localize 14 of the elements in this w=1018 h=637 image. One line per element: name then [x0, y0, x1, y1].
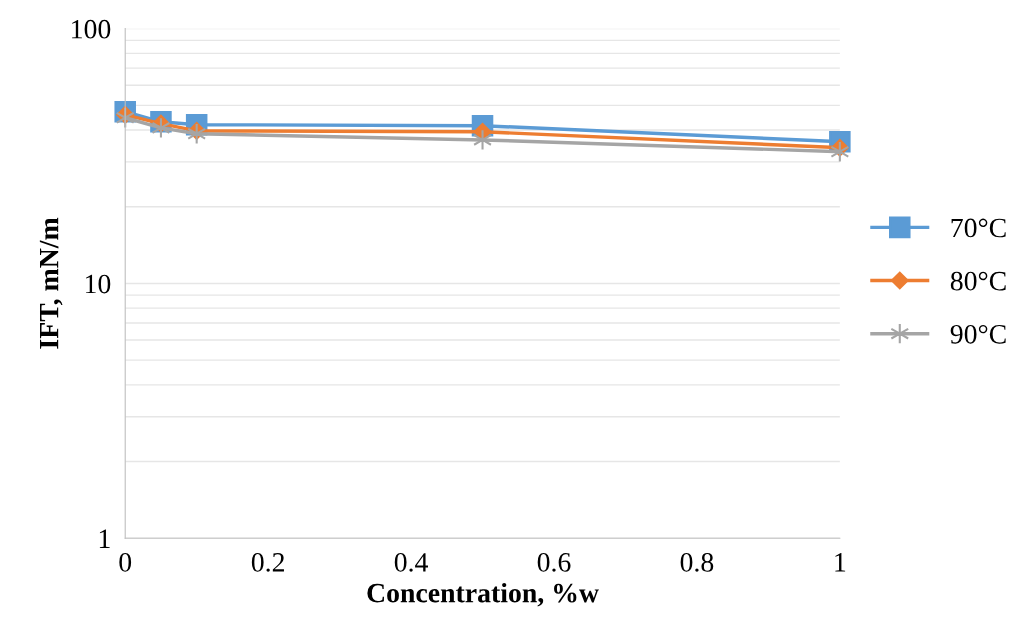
x-tick-label: 0 — [119, 552, 132, 572]
x-axis-title: Concentration, %w — [367, 582, 599, 607]
x-tick-label: 0.8 — [680, 552, 714, 572]
y-axis-title: IFT, mN/m — [39, 217, 63, 349]
y-tick-label: 10 — [85, 274, 111, 294]
legend-label: 70°C — [951, 218, 1006, 238]
legend-label: 90°C — [950, 324, 1006, 344]
y-tick-label: 100 — [72, 19, 111, 39]
x-tick-label: 0.4 — [394, 552, 428, 572]
x-tick-label: 0.2 — [251, 552, 284, 572]
x-tick-label: 1 — [835, 553, 846, 572]
y-tick-label: 1 — [99, 529, 110, 548]
legend-label: 80°C — [950, 271, 1006, 291]
x-tick-label: 0.6 — [537, 552, 571, 572]
